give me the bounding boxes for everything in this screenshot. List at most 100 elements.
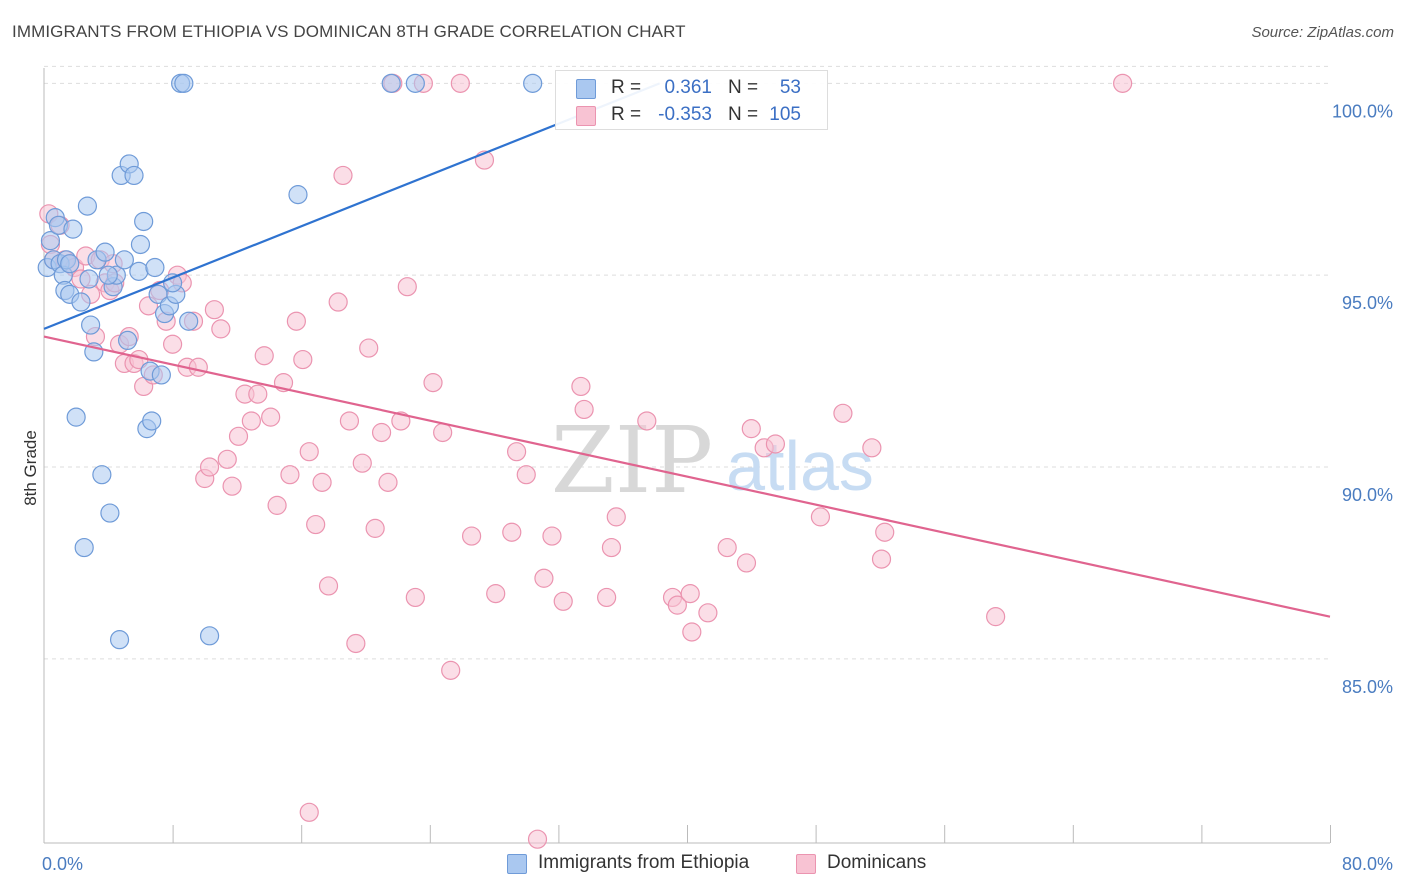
dominicans-point [461,526,482,546]
dominicans-point [299,442,319,462]
dominicans-point [516,465,536,485]
ethiopia-point [63,219,83,239]
dominicans-point [606,507,626,527]
dominicans-point [217,449,237,469]
dominicans-point [365,518,385,538]
dominicans-point [405,587,425,608]
dominicans-point [534,568,554,588]
dominicans-point [597,587,617,608]
dominicans-point [280,465,300,485]
legend-row-ethiopia: R = 0.361 N = 53 [556,75,827,101]
dominicans-point [267,495,287,515]
legend-swatch-pink [796,854,816,874]
gridlines [44,65,1330,660]
y-axis-label: 8th Grade [21,430,40,506]
legend-swatch-pink [576,106,596,126]
ethiopia-point [98,265,118,285]
ethiopia-point [40,231,61,251]
watermark-atlas: atlas [726,427,874,505]
legend-swatch-blue [576,79,596,99]
ethiopia-point [109,630,130,650]
dominicans-point [1113,73,1133,93]
ethiopia-point [129,261,149,281]
dominicans-point [441,660,461,680]
ethiopia-point [130,234,151,255]
dominicans-point [601,537,622,558]
ethiopia-point [174,73,194,93]
dominicans-point [378,472,398,492]
legend-r-label: R = [611,104,642,125]
dominicans-points [39,73,1133,849]
legend-n-label: N = [728,104,759,125]
ethiopia-point [60,254,80,274]
x-tick-label: 80.0% [1342,854,1393,874]
dominicans-point [254,346,274,366]
watermark-zip: ZIP [551,407,713,514]
ethiopia-point [77,196,98,216]
dominicans-point [286,311,306,331]
legend-r-value: 0.361 [664,77,712,98]
ethiopia-point [381,73,401,93]
dominicans-point [204,300,224,320]
ethiopia-point [142,411,162,431]
ethiopia-point [288,185,308,205]
legend-swatch-blue [507,854,527,874]
ethiopia-point [66,407,86,427]
ethiopia-points [37,73,543,650]
ethiopia-point [74,537,94,558]
ethiopia-point [523,73,543,93]
dominicans-point [328,292,348,312]
legend-row-dominicans: R = -0.353 N = 105 [556,102,827,128]
dominicans-point [871,549,892,569]
dominicans-point [397,277,417,297]
legend-n-value: 105 [769,104,801,125]
dominicans-point [199,457,220,477]
dominicans-point [875,522,895,542]
dominicans-point [318,576,339,596]
ethiopia-point [100,503,120,523]
dominicans-point [188,357,208,377]
dominicans-point [527,829,548,849]
dominicans-point [306,514,326,535]
dominicans-point [346,633,366,654]
stats-legend: R = 0.361 N = 53 R = -0.353 N = 105 [555,70,828,130]
ethiopia-point [151,365,171,385]
ethiopia-point [145,257,165,278]
source-label: Source: ZipAtlas.com [1251,24,1394,41]
legend-label-ethiopia: Immigrants from Ethiopia [538,852,750,873]
dominicans-point [833,403,853,423]
dominicans-point [637,411,657,431]
dominicans-point [682,622,702,642]
legend-n-label: N = [728,77,759,98]
dominicans-point [680,584,700,604]
dominicans-point [507,442,527,462]
dominicans-point [312,472,332,492]
y-tick-label: 85.0% [1342,677,1393,697]
ethiopia-point [134,211,154,232]
axes [43,68,1331,844]
ethiopia-point [92,465,112,485]
dominicans-point [765,434,786,454]
dominicans-point [862,438,882,458]
dominicans-point [667,595,687,615]
dominicans-point [502,522,522,542]
dominicans-point [542,526,562,546]
ethiopia-point [81,315,101,335]
watermark: ZIP atlas [551,407,874,514]
dominicans-point [391,411,411,431]
ethiopia-point [124,165,144,186]
dominicans-point [698,603,718,623]
dominicans-point [339,411,360,431]
trend-lines [43,82,1331,618]
dominicans-point [433,422,453,443]
ethiopia-point [95,242,115,262]
dominicans-point [553,591,573,611]
dominicans-point [810,507,831,527]
x-tick-label: 0.0% [42,854,83,874]
dominicans-point [241,411,261,431]
dominicans-point [222,476,242,496]
y-tick-label: 95.0% [1342,293,1393,313]
series-legend: Immigrants from Ethiopia Dominicans [0,852,1406,878]
dominicans-point [228,426,249,446]
